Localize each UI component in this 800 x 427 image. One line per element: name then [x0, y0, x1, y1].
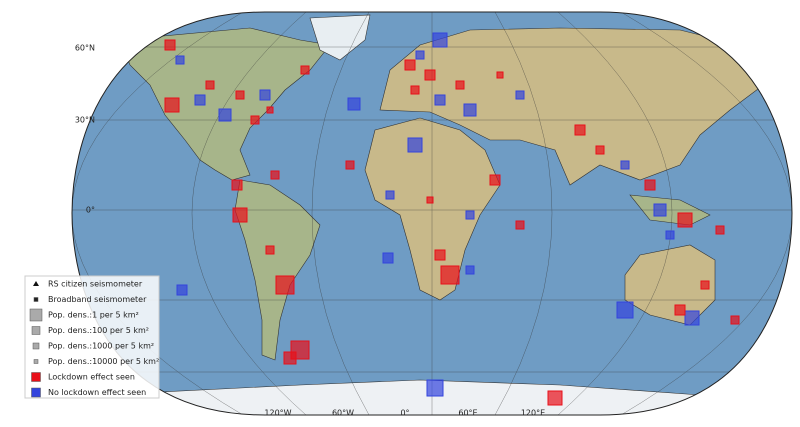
station — [465, 265, 475, 275]
station — [283, 351, 297, 365]
legend-label: No lockdown effect seen — [48, 388, 146, 397]
lon-label: 60°E — [458, 409, 477, 418]
legend-symbol — [32, 342, 40, 350]
station — [232, 207, 248, 223]
lat-label: 30°N — [75, 116, 95, 125]
station — [465, 210, 475, 220]
station — [684, 310, 700, 326]
legend-symbol — [29, 308, 43, 322]
meridian — [494, 12, 553, 415]
lat-label: 0° — [86, 206, 95, 215]
station — [665, 230, 675, 240]
legend-box — [24, 275, 160, 399]
station — [415, 50, 425, 60]
station — [300, 65, 310, 75]
station — [164, 97, 180, 113]
station — [653, 203, 667, 217]
legend-symbol — [31, 387, 41, 398]
station — [404, 59, 416, 71]
lon-label: 0° — [400, 409, 409, 418]
station — [432, 32, 448, 48]
legend-label: Pop. dens.:10000 per 5 km² — [48, 357, 159, 366]
station — [175, 55, 185, 65]
station — [176, 284, 188, 296]
station — [385, 190, 395, 200]
station — [434, 249, 446, 261]
station — [407, 137, 423, 153]
station — [382, 252, 394, 264]
south-america — [234, 179, 321, 361]
lon-label: 120°E — [521, 409, 545, 418]
legend-symbol — [31, 372, 41, 382]
station — [426, 379, 444, 397]
lon-label: 120°W — [264, 409, 291, 418]
eurasia — [379, 27, 771, 186]
legend-symbol — [33, 281, 39, 286]
station — [266, 106, 274, 114]
legend-symbol — [33, 359, 39, 364]
legend-label: Pop. dens.:1000 per 5 km² — [48, 342, 154, 351]
stations — [51, 32, 740, 406]
station — [426, 196, 434, 204]
station — [275, 275, 295, 295]
station — [345, 160, 355, 170]
station — [515, 90, 525, 100]
station — [259, 89, 271, 101]
station — [235, 90, 245, 100]
station — [347, 97, 361, 111]
meridian — [620, 12, 792, 415]
meridian — [311, 12, 370, 415]
meridian — [191, 12, 307, 415]
africa — [364, 117, 501, 301]
station — [434, 94, 446, 106]
station — [463, 103, 477, 117]
station — [616, 301, 634, 319]
legend-symbol — [33, 297, 39, 302]
station — [218, 108, 232, 122]
station — [440, 265, 460, 285]
greenland — [309, 14, 371, 61]
station — [547, 390, 563, 406]
meridian — [72, 12, 244, 415]
station — [595, 145, 605, 155]
station — [677, 212, 693, 228]
station — [265, 245, 275, 255]
station — [270, 170, 280, 180]
station — [410, 85, 420, 95]
station — [455, 80, 465, 90]
station — [194, 94, 206, 106]
station — [496, 71, 504, 79]
meridian — [557, 12, 673, 415]
station — [489, 174, 501, 186]
station — [644, 179, 656, 191]
station — [515, 220, 525, 230]
station — [424, 69, 436, 81]
legend: RS citizen seismometer Broadband seismome… — [24, 275, 160, 399]
legend-label: RS citizen seismometer — [48, 280, 143, 289]
legend-label: Broadband seismometer — [48, 295, 147, 304]
station — [620, 160, 630, 170]
station — [730, 315, 740, 325]
axis-labels: 60°N 30°N 0° 120°W 60°W 0° 60°E 120°E — [75, 44, 545, 418]
lon-label: 60°W — [332, 409, 354, 418]
legend-label: Pop. dens.:1 per 5 km² — [48, 311, 139, 320]
station — [205, 80, 215, 90]
land — [99, 14, 771, 415]
station — [231, 179, 243, 191]
station — [51, 146, 59, 154]
station — [715, 225, 725, 235]
station — [700, 280, 710, 290]
station — [674, 304, 686, 316]
legend-symbol — [31, 326, 41, 335]
legend-label: Lockdown effect seen — [48, 373, 135, 382]
station — [164, 39, 176, 51]
lat-label: 60°N — [75, 44, 95, 53]
legend-label: Pop. dens.:100 per 5 km² — [48, 326, 149, 335]
station — [574, 124, 586, 136]
map-frame — [71, 11, 793, 416]
station — [250, 115, 260, 125]
